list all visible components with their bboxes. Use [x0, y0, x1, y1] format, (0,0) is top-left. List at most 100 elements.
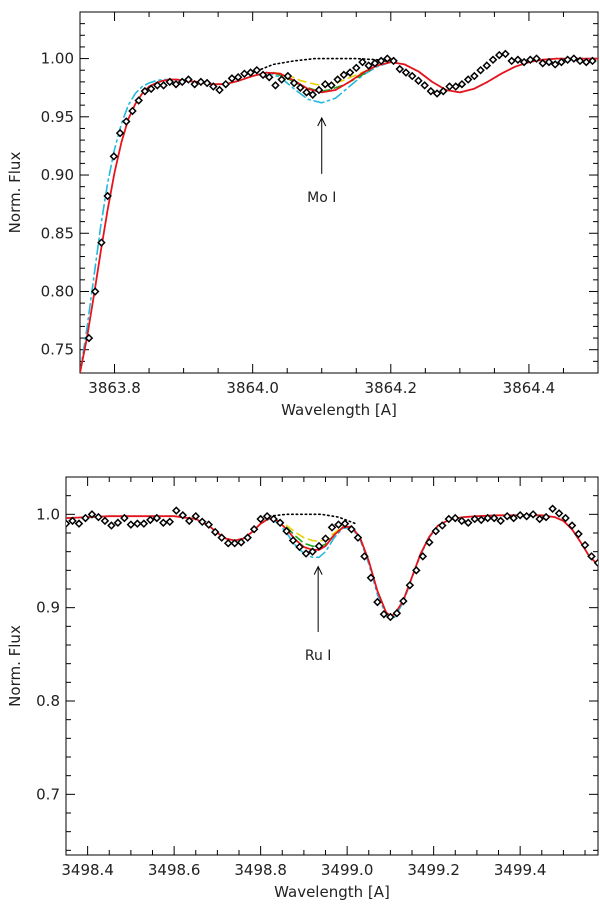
data-point	[515, 511, 525, 520]
y-tick-label: 0.9	[36, 599, 60, 617]
data-point	[360, 552, 369, 561]
x-tick-label: 3499.2	[407, 861, 460, 879]
x-tick-label: 3864.0	[226, 379, 279, 397]
y-axis-label: Norm. Flux	[6, 625, 24, 707]
annotation-label: Mo I	[307, 190, 336, 206]
annotation-arrowhead	[317, 116, 327, 127]
data-point	[407, 71, 417, 81]
data-point	[476, 65, 485, 75]
data-point	[134, 96, 143, 105]
data-point	[227, 74, 237, 83]
data-point	[470, 514, 479, 524]
y-tick-label: 1.00	[41, 50, 74, 68]
y-tick-label: 0.7	[36, 785, 60, 803]
data-point	[252, 65, 262, 75]
data-point	[376, 56, 386, 66]
data-point	[126, 520, 136, 529]
data-point	[295, 542, 304, 552]
data-point	[153, 81, 162, 90]
data-point	[370, 58, 380, 68]
data-point	[184, 75, 193, 84]
continuum-line	[268, 513, 357, 525]
data-point	[544, 57, 554, 67]
data-point	[210, 527, 220, 537]
data-point	[302, 88, 311, 97]
data-point	[528, 510, 538, 519]
data-point	[432, 89, 442, 98]
data-point	[482, 61, 492, 70]
data-point	[373, 597, 382, 607]
data-point	[165, 77, 175, 87]
data-point	[548, 504, 557, 513]
plot-frame	[65, 476, 599, 856]
data-point	[146, 84, 156, 94]
data-point	[457, 516, 467, 526]
data-point	[538, 58, 548, 68]
data-point	[236, 538, 246, 547]
data-point	[588, 56, 597, 66]
data-point	[420, 81, 429, 90]
data-point	[501, 49, 510, 59]
data-point	[513, 55, 523, 65]
data-point	[352, 63, 361, 73]
data-point	[185, 516, 194, 526]
data-point	[366, 573, 376, 583]
data-point	[258, 70, 268, 80]
data-point	[296, 83, 305, 92]
data-point	[314, 541, 324, 551]
data-point	[202, 78, 212, 88]
data-point	[379, 609, 389, 619]
data-point	[275, 518, 285, 527]
continuum-line	[251, 57, 399, 74]
model-line-3	[272, 68, 371, 87]
data-point	[152, 513, 162, 523]
x-tick-label: 3498.4	[61, 861, 114, 879]
x-tick-label: 3499.4	[494, 861, 547, 879]
y-tick-label: 0.85	[41, 224, 74, 242]
data-point	[532, 54, 541, 63]
y-axis-label: Norm. Flux	[6, 152, 24, 234]
data-point	[249, 525, 259, 534]
data-point	[262, 511, 272, 521]
data-point	[476, 515, 486, 525]
data-point	[230, 539, 239, 548]
data-point	[593, 558, 598, 568]
x-axis-label: Wavelength [A]	[274, 883, 390, 901]
data-point	[522, 511, 531, 521]
data-point	[243, 533, 252, 542]
data-point	[392, 609, 402, 618]
data-point	[438, 521, 447, 530]
data-point	[353, 533, 363, 542]
data-point	[196, 77, 206, 87]
data-point	[405, 581, 415, 590]
data-point	[87, 510, 97, 519]
data-point	[171, 79, 181, 89]
x-tick-label: 3499.0	[321, 861, 374, 879]
data-point	[283, 71, 293, 81]
data-point	[587, 552, 596, 561]
data-point	[191, 511, 201, 521]
y-tick-label: 0.75	[41, 341, 74, 359]
data-point	[509, 513, 518, 523]
data-point	[177, 77, 187, 87]
data-point	[133, 519, 142, 528]
data-point	[561, 513, 570, 523]
data-point	[107, 521, 116, 530]
y-tick-label: 0.95	[41, 108, 74, 126]
data-point	[204, 520, 213, 529]
data-point	[100, 516, 110, 526]
data-point	[334, 520, 343, 529]
data-point	[489, 513, 499, 523]
data-point	[575, 56, 585, 66]
y-tick-label: 0.90	[41, 166, 74, 184]
data-point	[146, 515, 155, 525]
data-point	[494, 50, 504, 60]
data-point	[115, 128, 125, 138]
y-tick-label: 0.80	[41, 282, 74, 300]
data-point	[120, 513, 129, 523]
data-point	[414, 76, 423, 85]
data-point	[519, 57, 529, 67]
data-point	[451, 82, 460, 91]
annotation-label: Ru I	[305, 648, 332, 664]
data-point	[172, 506, 181, 515]
